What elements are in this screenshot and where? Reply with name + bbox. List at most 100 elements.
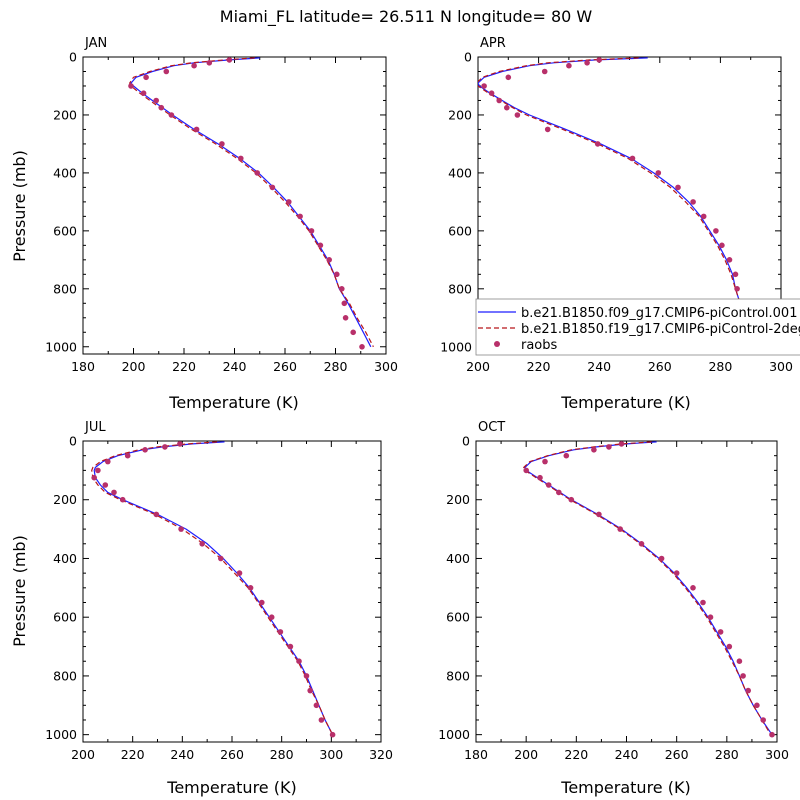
plot-area [91,441,336,738]
raobs-point [496,97,503,104]
raobs-point [690,199,696,205]
raobs-point [287,643,294,650]
legend-marker-raobs [494,341,500,347]
x-tick-label: 260 [665,747,689,762]
x-axis-label: Temperature (K) [166,778,296,797]
raobs-point [638,541,645,547]
raobs-point [563,452,570,459]
raobs-point [717,629,724,635]
raobs-point [142,447,148,453]
raobs-point [111,489,117,496]
model1-line [524,441,773,736]
raobs-point [545,482,552,488]
raobs-point [541,68,548,75]
raobs-point [193,126,200,133]
model1-line [93,441,334,735]
raobs-point [339,286,345,292]
x-tick-label: 180 [464,747,488,762]
raobs-point [359,344,365,350]
y-tick-label: 600 [448,223,472,238]
raobs-point [124,452,131,459]
y-tick-label: 1000 [440,339,472,354]
x-tick-label: 280 [324,359,348,374]
x-tick-label: 260 [220,747,244,762]
raobs-point [544,126,551,133]
raobs-point [523,467,529,474]
raobs-point [178,526,184,532]
raobs-point [673,570,680,576]
raobs-point [297,213,303,220]
raobs-point [326,257,333,263]
x-tick-label: 300 [319,747,343,762]
x-tick-label: 200 [122,359,146,374]
raobs-point [350,329,357,336]
raobs-point [655,170,662,176]
plot-frame [475,440,778,743]
raobs-point [206,60,213,66]
raobs-point [700,599,706,606]
y-tick-label: 0 [462,434,470,449]
legend: b.e21.B1850.f09_g17.CMIP6-piControl.001 … [475,298,800,356]
x-axis-label: Temperature (K) [560,778,690,797]
raobs-point [606,444,612,450]
raobs-point [95,467,101,474]
raobs-point [481,83,487,89]
raobs-point [218,555,224,562]
x-tick-label: 240 [587,359,611,374]
raobs-point [594,141,601,147]
raobs-point [504,104,510,111]
x-tick-label: 260 [273,359,297,374]
raobs-point [277,629,284,635]
plot-area [128,57,374,350]
raobs-point [128,83,134,89]
legend-label-raobs: raobs [521,338,558,353]
raobs-point [769,731,775,738]
raobs-point [754,702,760,709]
raobs-point [236,570,243,576]
model1-line [130,57,372,348]
y-tick-label: 800 [446,668,470,683]
raobs-point [303,673,310,679]
x-tick-label: 240 [223,359,247,374]
y-tick-label: 200 [53,492,77,507]
raobs-point [226,57,233,63]
y-tick-label: 0 [69,50,77,65]
raobs-point [268,614,275,620]
x-tick-label: 180 [71,359,95,374]
raobs-point [556,489,562,496]
raobs-point [537,474,543,481]
x-tick-label: 220 [172,359,196,374]
raobs-point [191,62,197,69]
figure-title: Miami_FL latitude= 26.511 N longitude= 8… [220,7,593,27]
legend-label-model1: b.e21.B1850.f09_g17.CMIP6-piControl.001 [521,306,797,321]
x-tick-label: 200 [71,747,95,762]
raobs-point [317,242,324,249]
raobs-point [199,541,205,547]
raobs-point [105,458,111,465]
raobs-point [734,286,740,292]
y-tick-label: 600 [53,610,77,625]
plot-area [523,441,775,738]
x-tick-label: 220 [564,747,588,762]
raobs-point [584,60,590,66]
y-axis-label: Pressure (mb) [10,150,29,262]
panel-jul: JUL Temperature (K) Pressure (mb) 200 220… [10,420,393,797]
raobs-point [568,496,575,503]
x-tick-label: 280 [270,747,294,762]
raobs-point [732,271,739,278]
raobs-point [153,511,160,518]
panel-oct: OCT Temperature (K) 180 200 220 240 260 280 30… [438,420,789,797]
raobs-point [269,184,276,191]
raobs-point [177,441,183,447]
y-tick-label: 1000 [45,339,77,354]
raobs-point [596,57,602,63]
y-tick-label: 400 [53,551,77,566]
raobs-point [318,717,325,723]
y-tick-label: 400 [448,165,472,180]
y-tick-label: 800 [448,281,472,296]
raobs-point [618,441,625,447]
raobs-point [259,599,265,606]
raobs-point [307,687,314,694]
x-tick-label: 200 [514,747,538,762]
raobs-point [286,199,292,205]
